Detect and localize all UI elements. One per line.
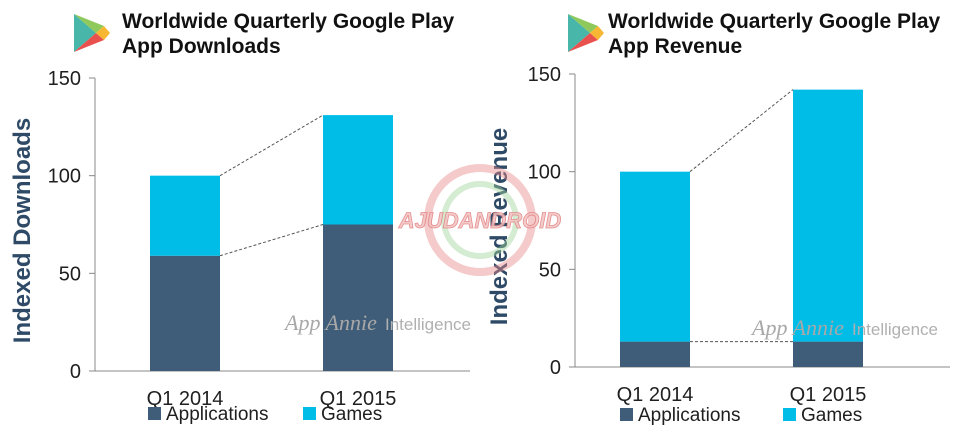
- bar-applications: [620, 341, 690, 367]
- legend-label-applications: Applications: [638, 405, 740, 426]
- google-play-icon: [74, 14, 110, 52]
- legend-label-games: Games: [801, 405, 862, 426]
- legend-swatch-applications: [148, 407, 161, 420]
- bar-applications: [323, 224, 393, 371]
- y-tick-label: 100: [528, 162, 561, 184]
- revenue-chart-plot: 0 50 100 150 Indexed Revenue Q1 2014 Q1 2015 Ap…: [486, 64, 950, 426]
- bar-games: [620, 171, 690, 342]
- google-play-icon: [568, 14, 604, 52]
- y-tick-label: 0: [550, 357, 561, 379]
- app-annie-watermark: App Annie: [283, 310, 377, 335]
- legend-label-applications: Applications: [166, 404, 268, 425]
- legend-swatch-games: [783, 408, 796, 421]
- x-tick-label: Q1 2015: [320, 388, 397, 410]
- y-tick-label: 150: [48, 68, 81, 90]
- y-tick-label: 50: [59, 263, 81, 285]
- y-tick-label: 100: [48, 166, 81, 188]
- revenue-chart-title: Worldwide Quarterly Google Play App Reve…: [608, 10, 941, 58]
- downloads-chart-panel: Worldwide Quarterly Google Play App Down…: [9, 10, 471, 425]
- revenue-chart-panel: Worldwide Quarterly Google Play App Reve…: [480, 0, 960, 444]
- app-annie-watermark-suffix: Intelligence: [385, 315, 471, 334]
- y-axis-label: Indexed Revenue: [486, 128, 513, 325]
- bar-applications: [150, 255, 220, 371]
- legend-swatch-applications: [620, 408, 633, 421]
- total-connector-line: [689, 89, 794, 173]
- downloads-chart-plot: 0 50 100 150 Indexed Downloads Q1 2014 Q1 2015…: [9, 68, 471, 425]
- x-tick-label: Q1 2015: [790, 384, 867, 406]
- downloads-chart-title: Worldwide Quarterly Google Play App Down…: [122, 10, 455, 58]
- bar-applications: [793, 341, 863, 367]
- x-tick-label: Q1 2014: [147, 388, 224, 410]
- y-tick-label: 0: [70, 361, 81, 383]
- legend-label-games: Games: [321, 404, 382, 425]
- y-axis-label: Indexed Downloads: [9, 118, 36, 343]
- applications-connector-line: [219, 224, 324, 257]
- bar-games: [150, 175, 220, 256]
- y-tick-label: 50: [539, 259, 561, 281]
- total-connector-line: [219, 114, 324, 177]
- y-tick-label: 150: [528, 64, 561, 86]
- app-annie-watermark-suffix: Intelligence: [852, 320, 938, 339]
- bar-games: [793, 89, 863, 342]
- legend-swatch-games: [303, 407, 316, 420]
- x-tick-label: Q1 2014: [617, 384, 694, 406]
- app-annie-watermark: App Annie: [750, 315, 844, 340]
- bar-games: [323, 115, 393, 225]
